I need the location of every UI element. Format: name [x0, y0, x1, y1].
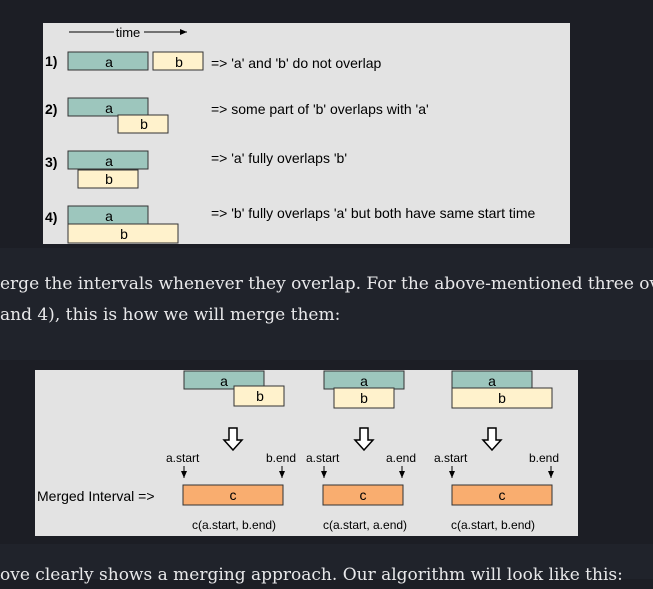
case-number: 4): [45, 209, 57, 225]
case-description: => 'a' and 'b' do not overlap: [211, 55, 381, 71]
start-label: a.start: [166, 451, 200, 465]
interval-a: [183, 370, 265, 390]
merged-interval: [322, 484, 404, 506]
merged-interval-label: c: [230, 487, 237, 503]
merge-caption: c(a.start, b.end): [192, 518, 276, 532]
interval-b: [117, 114, 169, 134]
interval-b-label: b: [175, 54, 183, 70]
end-label: b.end: [266, 451, 296, 465]
down-arrow-icon: [353, 427, 375, 452]
interval-a: [67, 51, 149, 71]
paragraph-line: ove clearly shows a merging approach. Ou…: [0, 565, 623, 585]
interval-a-label: a: [105, 54, 113, 70]
merged-interval: [451, 484, 553, 506]
case-description: => 'a' fully overlaps 'b': [211, 150, 347, 166]
interval-b: [233, 385, 285, 407]
interval-a-label: a: [488, 373, 496, 389]
interval-b-label: b: [360, 390, 368, 406]
interval-b-label: b: [105, 171, 113, 187]
interval-b-label: b: [120, 226, 128, 242]
merge-caption: c(a.start, b.end): [451, 518, 535, 532]
interval-b-label: b: [256, 388, 264, 404]
paragraph-line: and 4), this is how we will merge them:: [0, 305, 341, 325]
case-description: => some part of 'b' overlaps with 'a': [211, 101, 429, 117]
interval-b: [451, 387, 553, 409]
time-label-bg: [114, 24, 144, 40]
case-number: 1): [45, 53, 57, 69]
merged-interval-label: c: [360, 487, 367, 503]
merged-interval-heading: Merged Interval =>: [37, 488, 155, 504]
interval-a: [67, 150, 149, 170]
overlap-cases-figure: time 1) a b => 'a' and 'b' do not overla…: [43, 23, 570, 244]
interval-a-label: a: [105, 153, 113, 169]
end-label: a.end: [386, 451, 416, 465]
time-label: time: [116, 25, 141, 40]
merged-interval: [182, 484, 284, 506]
merge-caption: c(a.start, a.end): [323, 518, 407, 532]
down-arrow-icon: [222, 427, 244, 452]
merge-diagram: a b a.start b.end c c(a.start, b.end) a …: [37, 370, 559, 532]
overlap-cases-diagram: time 1) a b => 'a' and 'b' do not overla…: [45, 24, 536, 244]
merged-interval-label: c: [499, 487, 506, 503]
interval-b: [333, 387, 395, 409]
start-label: a.start: [434, 451, 468, 465]
end-label: b.end: [529, 451, 559, 465]
interval-b: [77, 169, 139, 189]
interval-a: [67, 97, 149, 117]
interval-a-label: a: [105, 100, 113, 116]
article-paragraph: erge the intervals whenever they overlap…: [0, 248, 653, 360]
case-number: 3): [45, 154, 57, 170]
case-description: => 'b' fully overlaps 'a' but both have …: [211, 205, 536, 221]
start-label: a.start: [306, 451, 340, 465]
interval-a-label: a: [105, 208, 113, 224]
paragraph-line: erge the intervals whenever they overlap…: [0, 274, 653, 294]
interval-b: [152, 51, 204, 71]
interval-a-label: a: [360, 373, 368, 389]
interval-b-label: b: [140, 116, 148, 132]
interval-b: [67, 223, 179, 244]
case-number: 2): [45, 101, 57, 117]
interval-a-label: a: [220, 373, 228, 389]
interval-b-label: b: [498, 390, 506, 406]
merge-figure: a b a.start b.end c c(a.start, b.end) a …: [35, 370, 578, 536]
down-arrow-icon: [481, 427, 503, 452]
bottom-band: [0, 544, 653, 579]
